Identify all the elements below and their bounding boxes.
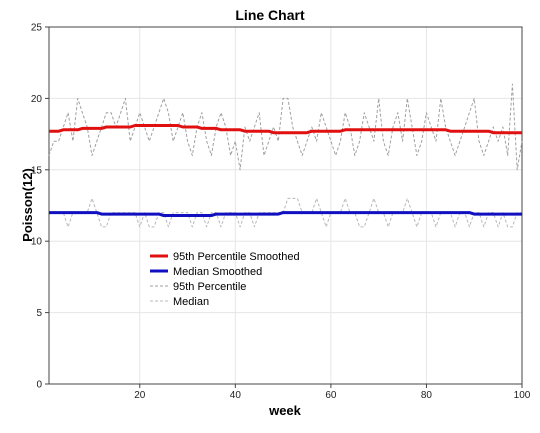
series-line-95th-percentile: [48, 83, 523, 171]
x-tick-label: 80: [421, 390, 433, 401]
legend-label: 95th Percentile Smoothed: [173, 251, 300, 263]
series-lines: [48, 83, 523, 228]
y-tick-label: 20: [31, 94, 43, 105]
series-line-median-smoothed: [49, 211, 522, 217]
legend-label: Median: [173, 296, 209, 308]
y-tick-label: 5: [36, 308, 42, 319]
y-axis-ticks: 0 5 10 15 20 25: [31, 23, 49, 391]
legend: 95th Percentile Smoothed Median Smoothed 9…: [150, 251, 300, 308]
y-axis-title: Poisson(12): [20, 168, 35, 242]
chart-title: Line Chart: [235, 7, 305, 23]
x-tick-label: 40: [230, 390, 242, 401]
x-axis-title: week: [268, 403, 302, 418]
y-tick-label: 10: [31, 237, 43, 248]
y-tick-label: 0: [36, 380, 42, 391]
plot-area-frame: [48, 26, 523, 385]
legend-label: Median Smoothed: [173, 266, 262, 278]
x-tick-label: 100: [514, 390, 531, 401]
series-line-95th-percentile-smoothed: [49, 124, 522, 135]
y-tick-label: 15: [31, 165, 43, 176]
legend-label: 95th Percentile: [173, 281, 246, 293]
x-tick-label: 60: [325, 390, 337, 401]
y-tick-label: 25: [31, 23, 43, 34]
x-axis-ticks: 20 40 60 80 100: [134, 384, 531, 401]
x-tick-label: 20: [134, 390, 146, 401]
